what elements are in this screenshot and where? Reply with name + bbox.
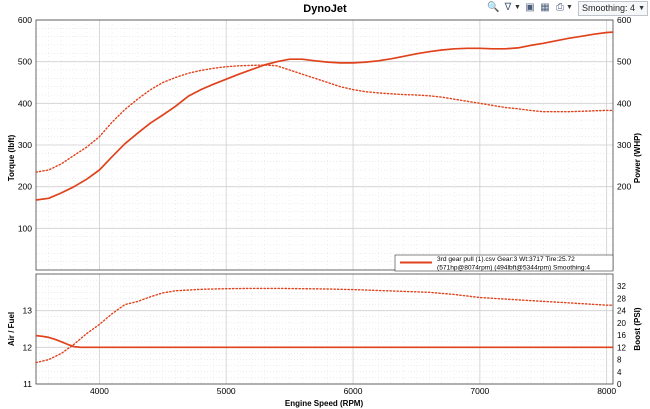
y2-tick-label: 20 <box>617 319 626 328</box>
plot-frame <box>35 19 614 271</box>
y-tick-label: 11 <box>23 379 32 389</box>
x-tick-label: 6000 <box>344 386 363 396</box>
tick-labels: 100 200 300 400 500 600 200 300 400 500 600 11 12 13 0… <box>18 15 632 396</box>
x-tick-label: 7000 <box>470 386 489 396</box>
y2-tick-label: 12 <box>617 343 626 352</box>
y-tick-label: 13 <box>23 306 33 316</box>
y-tick-label: 200 <box>18 182 32 192</box>
y2-tick-label: 600 <box>617 15 631 25</box>
plot-frame <box>35 273 614 385</box>
grid <box>36 19 613 385</box>
legend-line-2: (571hp@8074rpm) (494lbft@5344rpm) Smooth… <box>437 265 590 272</box>
chevron-down-icon[interactable]: ▼ <box>514 4 521 11</box>
x-tick-label: 4000 <box>90 386 109 396</box>
filter-icon[interactable]: ∇ <box>504 2 512 13</box>
y2-tick-label: 500 <box>617 57 631 67</box>
series-line-af-boost-2 <box>35 287 614 364</box>
y-tick-label: 600 <box>18 15 32 25</box>
y2-tick-label: 24 <box>617 307 626 316</box>
x-tick-label: 8000 <box>597 386 616 396</box>
smoothing-select[interactable]: Smoothing: 4 ▼ <box>578 0 648 16</box>
y-tick-label: 500 <box>18 57 32 67</box>
chevron-down-icon: ▼ <box>638 4 645 12</box>
smoothing-label: Smoothing: 4 <box>582 3 636 13</box>
open-icon[interactable]: ▣ <box>525 2 535 13</box>
air-fuel-axis-label: Air / Fuel <box>7 312 16 346</box>
chart-title: DynoJet <box>303 3 347 15</box>
legend-box <box>394 254 614 272</box>
y2-tick-label: 200 <box>617 182 631 192</box>
y2-tick-label: 400 <box>617 98 631 108</box>
y2-tick-label: 0 <box>617 380 622 389</box>
y2-tick-label: 28 <box>617 294 626 303</box>
legend: 3rd gear pull (1).csv Gear:3 Wt:3717 Tir… <box>394 254 614 272</box>
toolbar: 🔍 ∇ ▼ ▣ ▦ ⎙ ▼ Smoothing: 4 ▼ <box>487 0 648 16</box>
y-tick-label: 300 <box>18 140 32 150</box>
print-icon[interactable]: ⎙ <box>556 2 565 13</box>
y-tick-label: 100 <box>18 223 32 233</box>
save-icon[interactable]: ▦ <box>540 2 550 13</box>
series-layer <box>35 31 614 364</box>
y2-tick-label: 4 <box>617 368 622 377</box>
y2-tick-label: 16 <box>617 331 626 340</box>
plot-frames <box>35 19 614 385</box>
power-axis-label: Power (WHP) <box>633 133 642 184</box>
y2-tick-label: 8 <box>617 356 622 365</box>
y-tick-label: 400 <box>18 98 32 108</box>
series-line-dyno-1 <box>35 64 614 173</box>
series-line-af-boost-1 <box>35 334 613 349</box>
legend-line-1: 3rd gear pull (1).csv Gear:3 Wt:3717 Tir… <box>437 256 575 263</box>
y2-tick-label: 300 <box>617 140 631 150</box>
engine-speed-axis-label: Engine Speed (RPM) <box>285 399 364 408</box>
boost-axis-label: Boost (PSI) <box>633 307 642 350</box>
zoom-icon[interactable]: 🔍 <box>487 2 500 13</box>
y-tick-label: 12 <box>23 342 33 352</box>
x-tick-label: 5000 <box>217 386 236 396</box>
chevron-down-icon[interactable]: ▼ <box>566 4 573 11</box>
torque-axis-label: Torque (lbft) <box>7 134 16 181</box>
y2-tick-label: 32 <box>617 282 626 291</box>
series-line-dyno-2 <box>35 31 614 201</box>
